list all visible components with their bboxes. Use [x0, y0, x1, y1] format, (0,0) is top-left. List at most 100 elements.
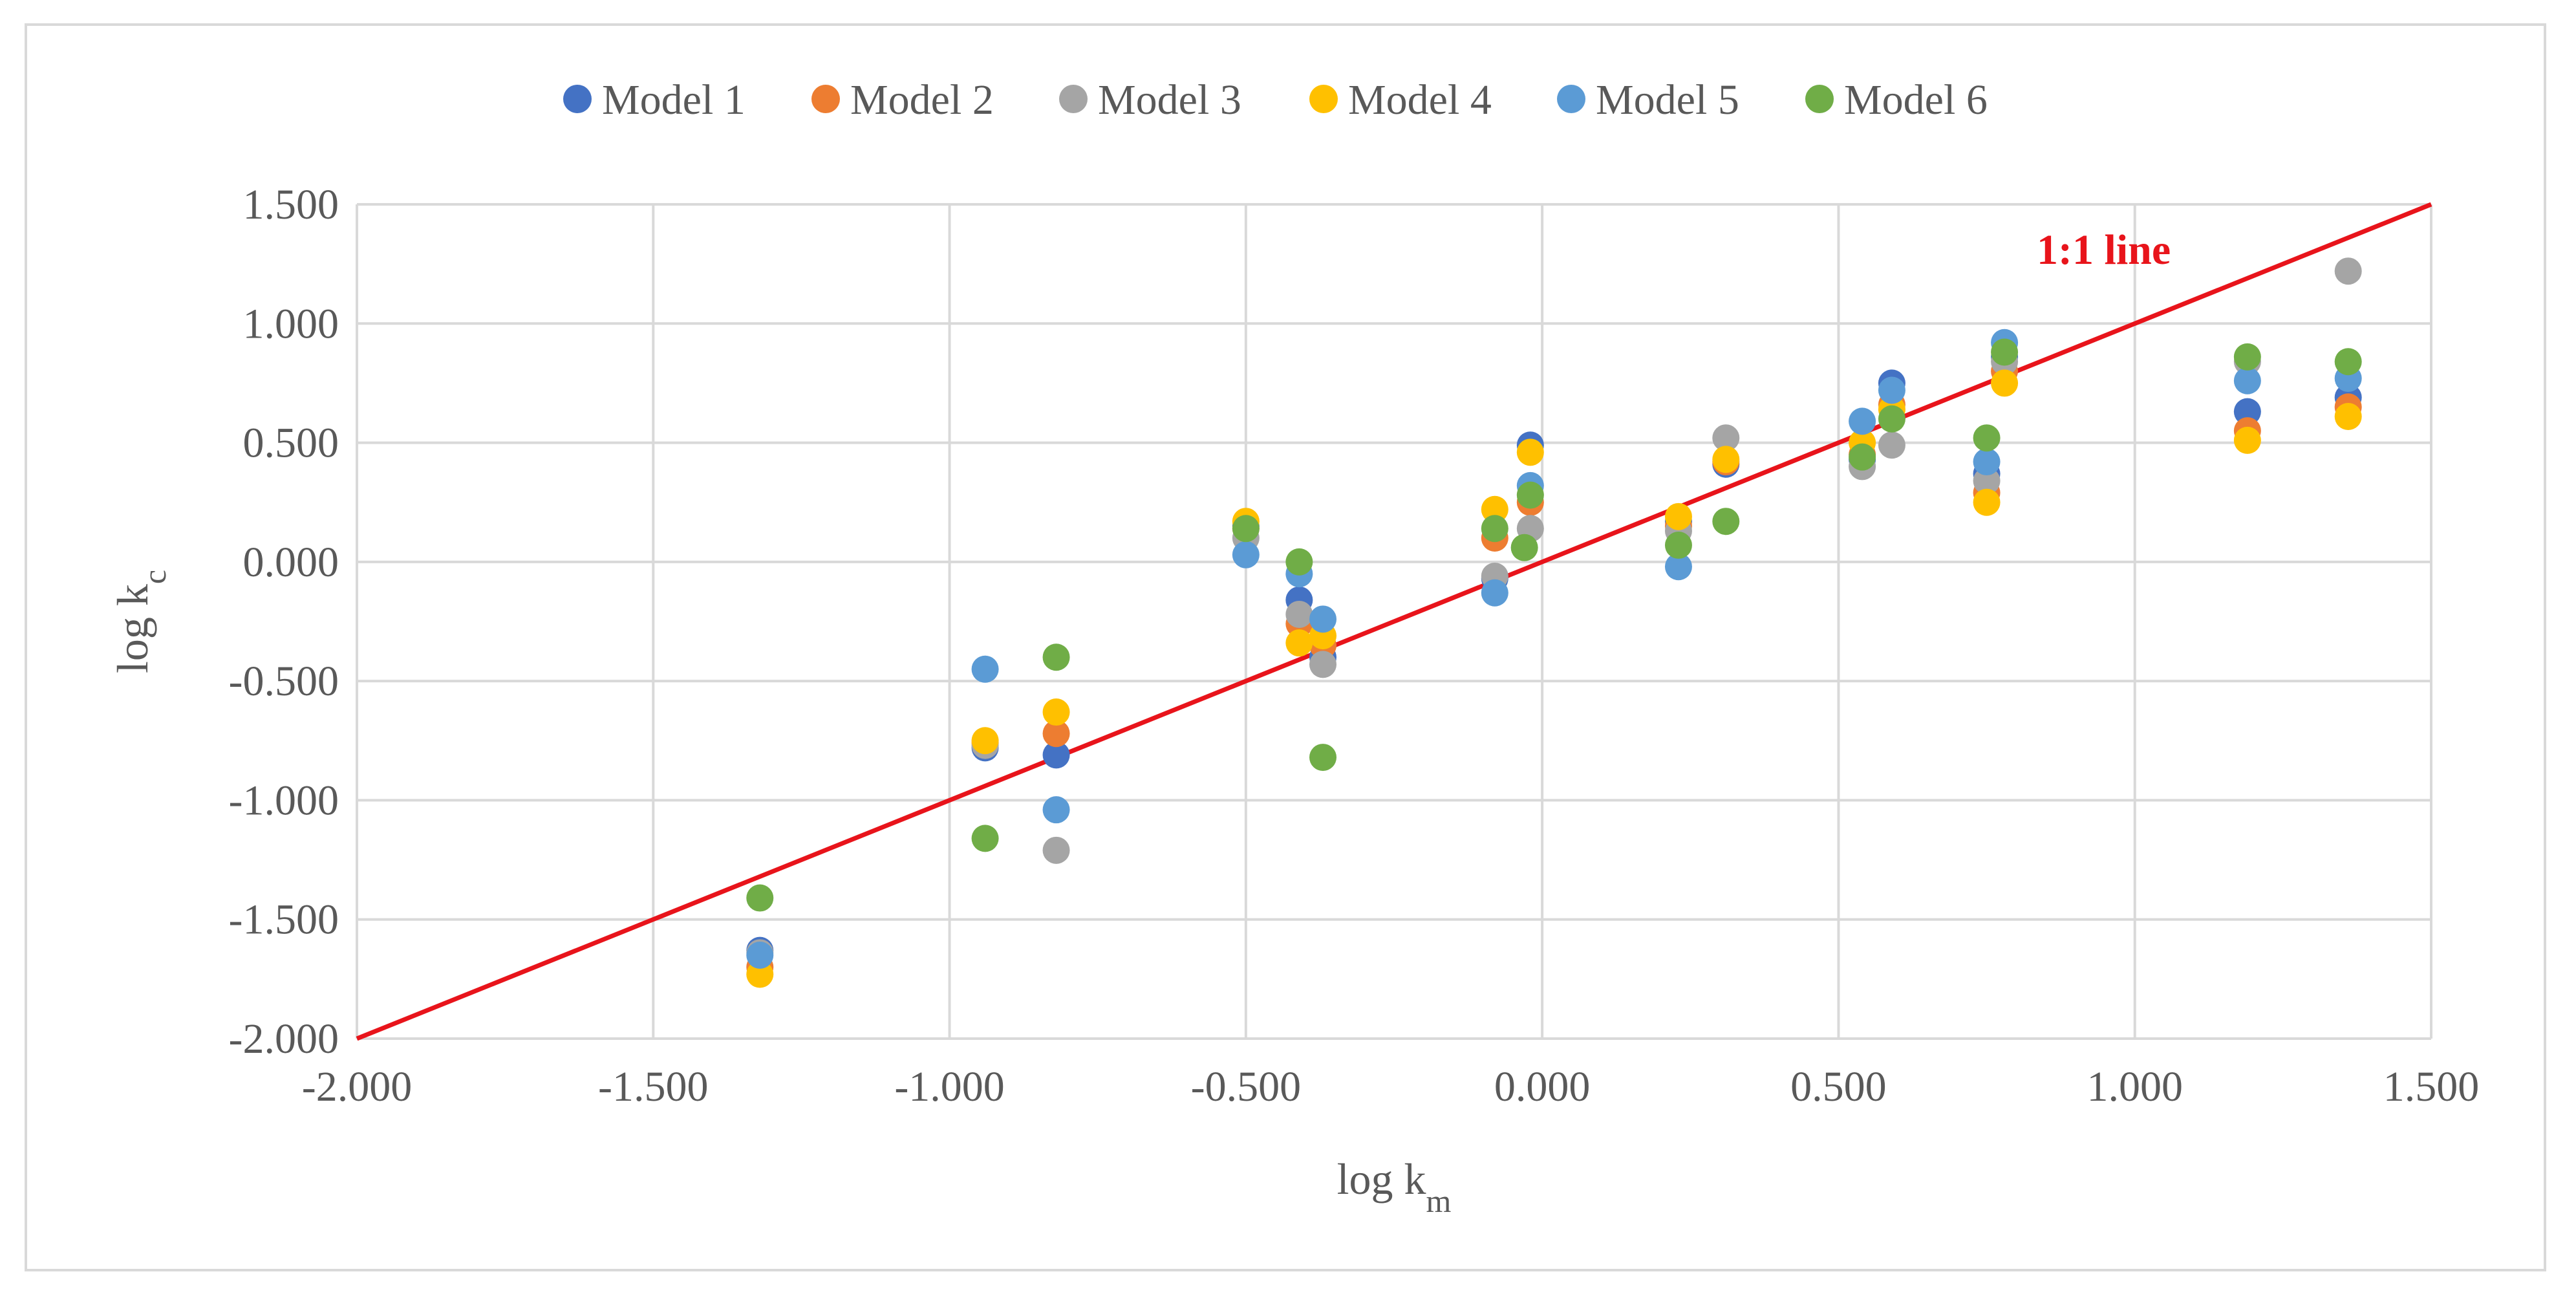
- legend-item: Model 4: [1309, 76, 1492, 124]
- y-axis-title: log kc: [108, 570, 173, 673]
- y-tick-label: 1.500: [243, 181, 339, 228]
- data-point: [1042, 720, 1070, 748]
- x-tick-label: -1.500: [598, 1063, 708, 1110]
- data-point: [1712, 446, 1740, 473]
- data-point: [2233, 367, 2261, 394]
- x-tick-label: -1.000: [894, 1063, 1004, 1110]
- data-point: [2233, 398, 2261, 426]
- y-tick-label: -0.500: [229, 658, 339, 705]
- series-model-3: [746, 257, 2362, 967]
- legend-label: Model 4: [1348, 76, 1492, 124]
- data-point: [1991, 369, 2019, 397]
- data-point: [1973, 448, 2001, 476]
- data-point: [1285, 600, 1313, 628]
- legend-label: Model 6: [1844, 76, 1988, 124]
- legend-marker: [563, 85, 592, 113]
- data-point: [1973, 488, 2001, 516]
- legend-label: Model 2: [850, 76, 994, 124]
- data-point: [1042, 741, 1070, 769]
- series-model-1: [746, 343, 2362, 964]
- y-tick-label: -2.000: [229, 1015, 339, 1063]
- legend-marker: [811, 85, 840, 113]
- x-tick-label: -2.000: [302, 1063, 412, 1110]
- series-model-5: [746, 329, 2362, 969]
- data-point: [1664, 502, 1692, 530]
- data-point: [1849, 407, 1876, 435]
- data-point: [1712, 424, 1740, 452]
- y-axis-title-base: log k: [108, 584, 157, 673]
- data-point: [1481, 515, 1508, 543]
- legend-item: Model 2: [811, 76, 994, 124]
- data-point: [1516, 481, 1544, 509]
- legend-marker: [1805, 85, 1834, 113]
- y-tick-label: -1.000: [229, 777, 339, 824]
- x-tick-label: -0.500: [1191, 1063, 1301, 1110]
- data-point: [1849, 443, 1876, 471]
- data-point: [971, 825, 999, 852]
- data-point: [1878, 376, 1905, 404]
- legend-marker: [1557, 85, 1585, 113]
- data-point: [1232, 515, 1260, 543]
- legend-label: Model 1: [602, 76, 746, 124]
- data-point: [1516, 438, 1544, 466]
- legend: Model 1 Model 2 Model 3 Model 4 Model 5 Model…: [563, 76, 1988, 124]
- data-point: [1878, 405, 1905, 433]
- data-point: [1664, 532, 1692, 559]
- x-tick-label: 1.500: [2383, 1063, 2480, 1110]
- data-point: [1285, 548, 1313, 576]
- reference-line: [356, 202, 2432, 1041]
- x-tick-label: 0.000: [1494, 1063, 1591, 1110]
- legend-item: Model 6: [1805, 76, 1988, 124]
- data-point: [1309, 744, 1337, 772]
- legend-item: Model 1: [563, 76, 746, 124]
- legend-item: Model 5: [1557, 76, 1739, 124]
- data-point: [1309, 651, 1337, 678]
- gridlines: [357, 203, 2432, 1039]
- data-point: [2334, 348, 2362, 376]
- x-axis-title: log km: [1337, 1154, 1452, 1219]
- legend-marker: [1309, 85, 1338, 113]
- data-point: [1973, 467, 2001, 495]
- x-tick-label: 0.500: [1790, 1063, 1887, 1110]
- y-axis-title-subscript: c: [136, 570, 173, 584]
- reference-line-label: 1:1 line: [2037, 226, 2171, 274]
- data-point: [1042, 796, 1070, 824]
- data-point: [2334, 403, 2362, 431]
- data-point: [1973, 424, 2001, 452]
- data-point: [1878, 431, 1905, 459]
- x-tick-label: 1.000: [2087, 1063, 2183, 1110]
- data-points: [746, 257, 2362, 988]
- data-point: [1481, 495, 1508, 523]
- axes: [356, 204, 2431, 1040]
- x-axis-title-subscript: m: [1426, 1183, 1452, 1219]
- data-point: [971, 655, 999, 683]
- data-point: [746, 942, 774, 969]
- reference-line-group: [356, 202, 2432, 1041]
- data-point: [1042, 698, 1070, 726]
- data-point: [1042, 836, 1070, 864]
- x-axis-title-base: log k: [1337, 1154, 1426, 1204]
- data-point: [1991, 338, 2019, 366]
- series-model-6: [746, 338, 2362, 912]
- data-point: [2233, 426, 2261, 454]
- data-point: [1309, 605, 1337, 633]
- chart-frame: [25, 23, 2546, 1271]
- tick-labels: -2.000 -1.500 -1.000 -0.500 0.000 0.500 1.000 1…: [229, 181, 2480, 1110]
- data-point: [971, 727, 999, 755]
- data-point: [1232, 541, 1260, 568]
- y-tick-label: 0.000: [243, 539, 339, 586]
- data-point: [1042, 643, 1070, 671]
- legend-label: Model 5: [1596, 76, 1739, 124]
- data-point: [1510, 534, 1538, 561]
- legend-label: Model 3: [1098, 76, 1241, 124]
- data-point: [1664, 553, 1692, 581]
- data-point: [1481, 579, 1508, 607]
- legend-marker: [1059, 85, 1088, 113]
- data-point: [2233, 343, 2261, 371]
- data-point: [746, 884, 774, 912]
- series-model-4: [746, 369, 2362, 988]
- data-point: [746, 960, 774, 988]
- legend-item: Model 3: [1059, 76, 1241, 124]
- data-point: [1712, 508, 1740, 535]
